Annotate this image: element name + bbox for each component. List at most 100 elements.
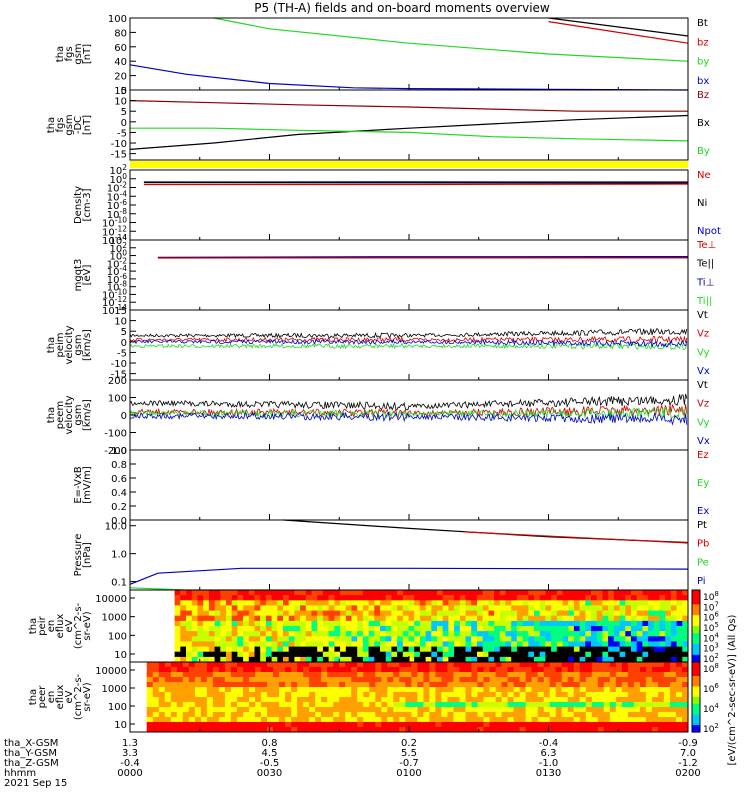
spectrogram-cell (381, 702, 388, 708)
spectrogram-cell (340, 605, 347, 611)
series-by (213, 17, 689, 62)
spectrogram-cell (596, 631, 603, 637)
spectrogram-cell (369, 727, 376, 733)
spectrogram-cell (429, 677, 436, 683)
spectrogram-cell (573, 667, 581, 673)
spectrogram-cell (448, 620, 455, 627)
spectrogram-cell (305, 590, 312, 596)
spectrogram-cell (471, 615, 478, 622)
spectrogram-cell (368, 605, 375, 611)
spectrogram-cell (254, 610, 261, 617)
spectrogram-cell (437, 610, 444, 617)
spectrogram-cell (556, 626, 563, 632)
spectrogram-cell (345, 692, 352, 698)
figure-title: P5 (TH-A) fields and on-board moments ov… (254, 1, 550, 15)
spectrogram-cell (636, 651, 643, 658)
spectrogram-cell (351, 620, 358, 627)
spectrogram-cell (399, 687, 406, 693)
spectrogram-cell (369, 677, 376, 683)
spectrogram-cell (279, 727, 286, 733)
spectrogram-cell (465, 717, 472, 723)
spectrogram-cell (651, 717, 659, 723)
spectrogram-cell (516, 646, 524, 653)
spectrogram-cell (499, 656, 506, 663)
spectrogram-cell (191, 636, 198, 642)
spectrogram-cell (237, 677, 244, 683)
spectrogram-cell (665, 595, 672, 601)
ylabel-line: en (46, 620, 57, 633)
spectrogram-cell (397, 605, 404, 611)
ytick-label: 60 (114, 43, 127, 54)
spectrogram-cell (226, 631, 233, 637)
spectrogram-cell (663, 722, 671, 728)
spectrogram-cell (633, 727, 641, 733)
spectrogram-cell (321, 717, 328, 723)
spectrogram-cell (499, 605, 506, 611)
spectrogram-cell (380, 615, 387, 622)
spectrogram-cell (158, 692, 166, 698)
spectrogram-cell (579, 702, 587, 708)
spectrogram-cell (182, 667, 190, 673)
spectrogram-cell (531, 697, 539, 703)
spectrogram-cell (437, 636, 444, 642)
spectrogram-cell (627, 692, 635, 698)
spectrogram-cell (255, 662, 262, 668)
spectrogram-cell (625, 595, 632, 601)
spectrogram-cell (555, 712, 563, 718)
spectrogram-cell (351, 662, 358, 668)
spectrogram-cell (442, 641, 449, 647)
spectrogram-cell (507, 697, 515, 703)
spectrogram-cell (596, 626, 603, 632)
spectrogram-cell (423, 677, 430, 683)
spectrogram-cell (311, 600, 318, 606)
series-vy (129, 341, 688, 351)
spectrogram-cell (339, 677, 346, 683)
spectrogram-cell (531, 717, 539, 723)
spectrogram-cell (442, 610, 449, 617)
spectrogram-cell (291, 672, 298, 678)
spectrogram-cell (249, 667, 256, 673)
spectrogram-cell (591, 672, 599, 678)
spectrogram-cell (621, 722, 629, 728)
spectrogram-cell (327, 682, 334, 688)
spectrogram-cell (483, 682, 490, 688)
spectrogram-cell (294, 610, 301, 617)
spectrogram-cell (405, 667, 412, 673)
spectrogram-cell (477, 646, 484, 653)
spectrogram-cell (573, 692, 581, 698)
footer-row-label: tha_Z-GSM (4, 758, 59, 769)
spectrogram-cell (311, 590, 318, 596)
spectrogram-cell (203, 605, 210, 611)
spectrogram-cell (495, 697, 503, 703)
spectrogram-cell (405, 692, 412, 698)
spectrogram-cell (585, 722, 593, 728)
spectrogram-cell (309, 727, 316, 733)
spectrogram-cell (663, 692, 671, 698)
spectrogram-cell (511, 641, 518, 647)
spectrogram-cell (437, 646, 444, 653)
spectrogram-cell (453, 697, 460, 703)
spectrogram-cell (539, 610, 546, 617)
spectrogram-cell (567, 712, 575, 718)
spectrogram-cell (345, 590, 352, 596)
spectrogram-cell (627, 687, 635, 693)
ytick-label: -5 (117, 128, 127, 139)
spectrogram-cell (411, 682, 418, 688)
spectrogram-cell (385, 590, 392, 596)
spectrogram-cell (363, 687, 370, 693)
spectrogram-cell (602, 631, 609, 637)
spectrogram-cell (317, 631, 324, 637)
spectrogram-cell (619, 641, 626, 647)
spectrogram-cell (279, 712, 286, 718)
spectrogram-cell (477, 687, 484, 693)
spectrogram-cell (309, 677, 316, 683)
spectrogram-cell (448, 595, 455, 601)
spectrogram-cell (435, 667, 442, 673)
spectrogram-cell (200, 687, 208, 693)
spectrogram-cell (214, 631, 221, 637)
spectrogram-cell (311, 651, 318, 658)
spectrogram-cell (676, 687, 683, 693)
spectrogram-cell (351, 605, 358, 611)
ylabel-line: [nT] (82, 115, 93, 135)
spectrogram-cell (633, 702, 641, 708)
